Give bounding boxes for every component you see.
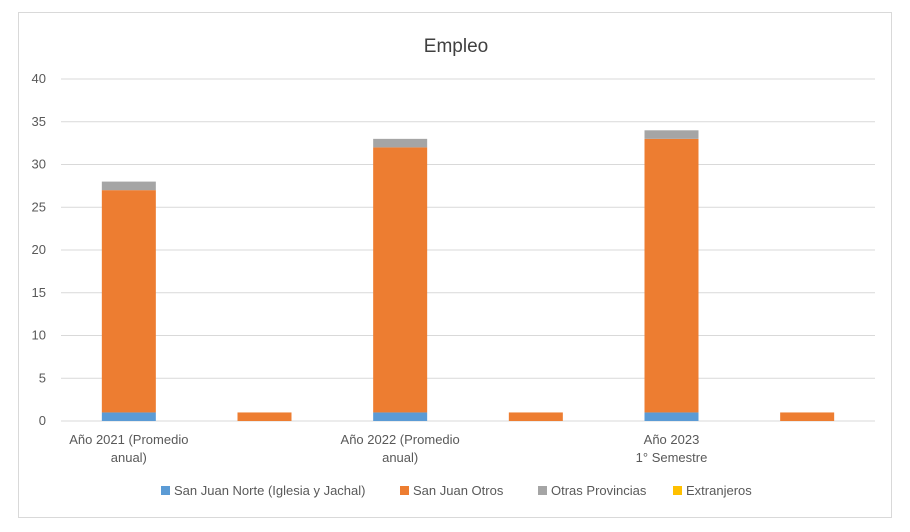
y-tick-label: 25 (32, 199, 46, 214)
y-tick-label: 35 (32, 114, 46, 129)
x-tick-label: anual) (382, 450, 418, 465)
bar-segment (373, 412, 428, 421)
bar-segment (101, 181, 156, 191)
y-tick-label: 40 (32, 71, 46, 86)
legend-label: Extranjeros (686, 483, 752, 498)
bar-segment (101, 190, 156, 413)
x-tick-label: 1° Semestre (636, 450, 708, 465)
y-tick-label: 15 (32, 285, 46, 300)
bar-segment (237, 412, 292, 421)
x-tick-label: Año 2022 (Promedio (341, 432, 460, 447)
bar-segment (101, 412, 156, 421)
y-tick-label: 30 (32, 157, 46, 172)
legend-swatch (673, 486, 682, 495)
y-axis-ticks: 0 5 10 15 20 25 30 35 40 (32, 71, 46, 428)
chart-title: Empleo (424, 36, 488, 57)
chart-svg: Empleo 0 5 10 15 20 25 30 35 40 Año 2021 (Promed… (32, 36, 875, 498)
gridlines (61, 78, 875, 422)
legend-label: San Juan Norte (Iglesia y Jachal) (174, 483, 365, 498)
bar-segment (373, 138, 428, 148)
x-tick-label: Año 2021 (Promedio (69, 432, 188, 447)
legend-swatch (538, 486, 547, 495)
bar-segment (508, 412, 563, 421)
chart-frame: Empleo 0 5 10 15 20 25 30 35 40 Año 2021 (Promed… (18, 12, 892, 518)
legend: San Juan Norte (Iglesia y Jachal) San Jua… (161, 483, 752, 498)
bar-segment (644, 138, 699, 413)
legend-label: Otras Provincias (551, 483, 647, 498)
bars (101, 130, 835, 421)
legend-swatch (161, 486, 170, 495)
bar-segment (644, 412, 699, 421)
y-tick-label: 10 (32, 328, 46, 343)
bar-segment (644, 130, 699, 139)
y-tick-label: 5 (39, 370, 46, 385)
bar-segment (373, 147, 428, 413)
x-axis-labels: Año 2021 (Promedio anual) Año 2022 (Promed… (69, 432, 707, 465)
y-tick-label: 20 (32, 242, 46, 257)
x-tick-label: anual) (111, 450, 147, 465)
y-tick-label: 0 (39, 413, 46, 428)
legend-label: San Juan Otros (413, 483, 504, 498)
bar-segment (780, 412, 835, 421)
x-tick-label: Año 2023 (644, 432, 700, 447)
legend-swatch (400, 486, 409, 495)
